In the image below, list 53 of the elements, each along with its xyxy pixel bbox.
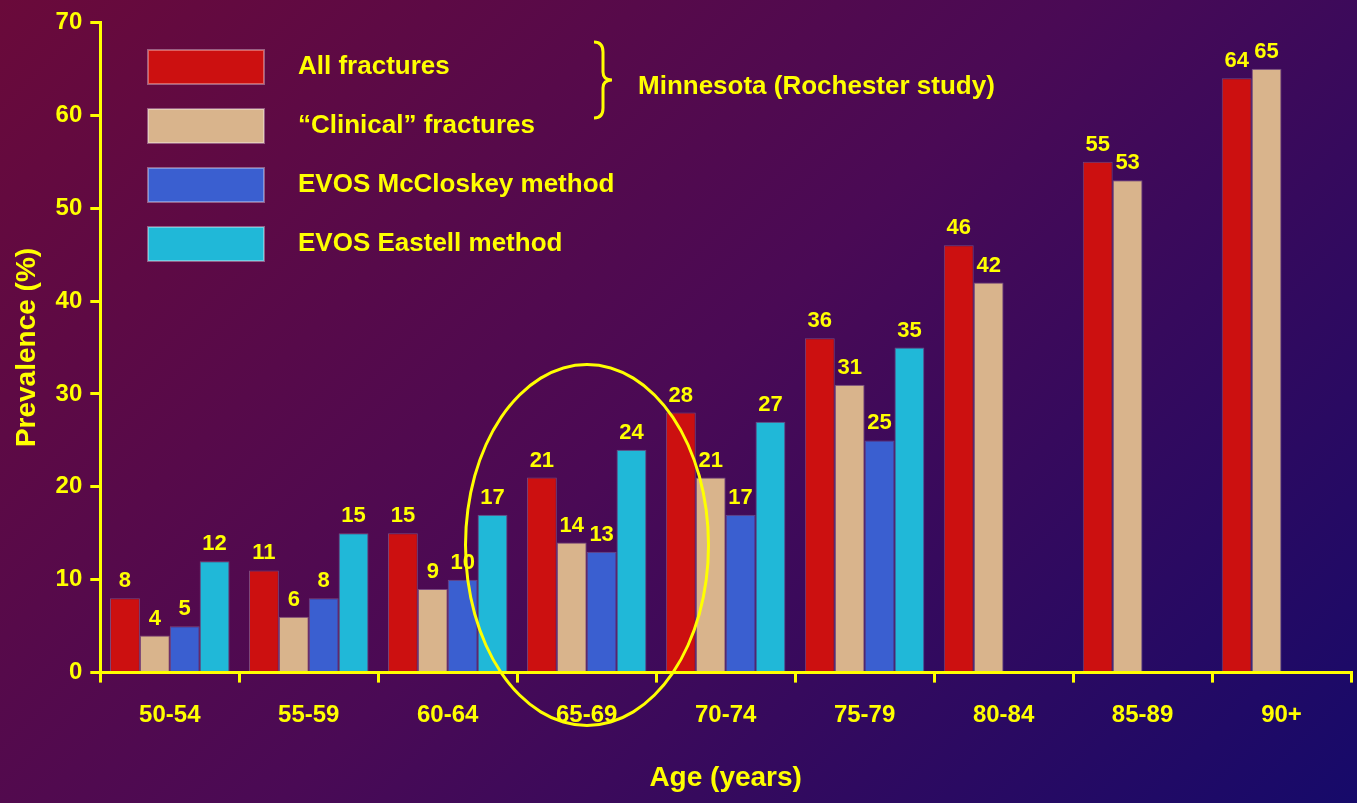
data-label: 8	[118, 567, 132, 593]
x-tick-label: 75-79	[833, 699, 896, 727]
data-label: 6	[287, 585, 300, 611]
y-tick-label: 70	[55, 7, 83, 35]
data-label: 64	[1224, 47, 1250, 73]
data-label: 17	[728, 483, 753, 509]
data-label: 35	[897, 316, 922, 342]
x-tick-label: 70-74	[694, 699, 757, 727]
data-label: 12	[202, 530, 227, 556]
legend-label: EVOS McCloskey method	[298, 168, 615, 199]
x-tick-label: 55-59	[278, 699, 340, 727]
y-tick-label: 40	[55, 285, 83, 313]
x-tick-label: 85-89	[1111, 699, 1174, 727]
data-label: 25	[867, 409, 892, 435]
y-tick-label: 0	[68, 657, 83, 685]
data-label: 4	[148, 604, 162, 630]
y-tick-label: 30	[55, 378, 83, 406]
x-tick-label: 65-69	[555, 699, 618, 727]
data-label: 36	[807, 307, 833, 333]
data-label: 15	[341, 502, 366, 528]
data-label: 46	[946, 214, 972, 240]
y-tick-label: 10	[55, 564, 83, 592]
x-tick-label: 90+	[1261, 699, 1302, 727]
data-label: 15	[390, 502, 416, 528]
y-tick-label: 20	[55, 471, 83, 499]
data-label: 53	[1115, 149, 1140, 175]
x-tick-label: 50-54	[139, 699, 202, 727]
data-label: 31	[837, 353, 862, 379]
data-label: 27	[758, 390, 783, 416]
x-axis-title: Age (years)	[649, 760, 802, 792]
data-label: 13	[589, 520, 614, 546]
legend-label: “Clinical” fractures	[298, 109, 535, 140]
x-tick-label: 80-84	[972, 699, 1035, 727]
annotation: Minnesota (Rochester study)	[638, 70, 995, 101]
data-label: 21	[529, 446, 555, 472]
data-label: 42	[976, 251, 1001, 277]
data-label: 21	[698, 446, 723, 472]
x-tick-label: 60-64	[417, 699, 480, 727]
legend-label: All fractures	[298, 50, 450, 81]
y-tick-label: 60	[55, 99, 83, 127]
data-label: 24	[619, 418, 645, 444]
legend-label: EVOS Eastell method	[298, 227, 563, 258]
data-label: 8	[317, 567, 330, 593]
data-label: 14	[559, 511, 585, 537]
data-label: 28	[668, 381, 694, 407]
data-label: 65	[1254, 37, 1279, 63]
y-tick-label: 50	[55, 192, 83, 220]
y-axis-title: Prevalence (%)	[9, 247, 41, 448]
data-label: 55	[1085, 130, 1110, 156]
data-label: 9	[426, 558, 439, 584]
data-label: 17	[480, 483, 505, 509]
data-label: 11	[252, 539, 276, 565]
data-label: 5	[178, 595, 191, 621]
